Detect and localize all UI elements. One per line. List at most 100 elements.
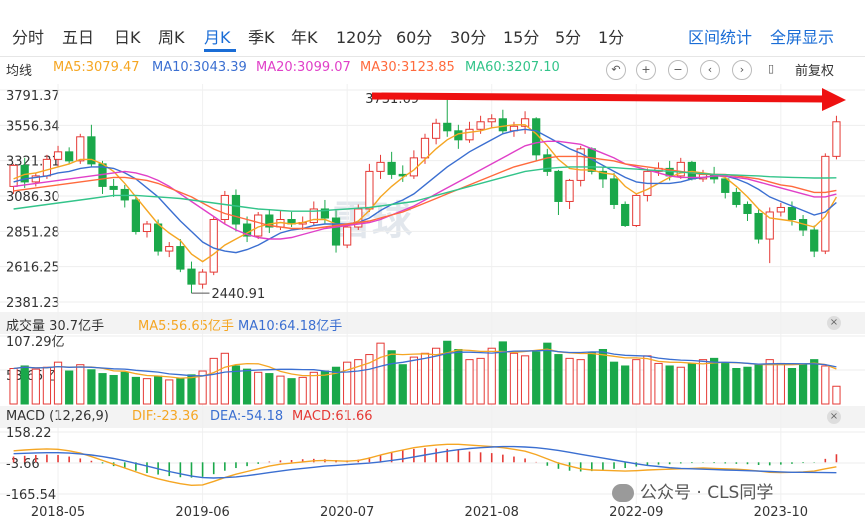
volume-bar — [331, 366, 341, 405]
red-arrow-head — [822, 88, 846, 111]
tab-15m[interactable]: 15分 — [503, 28, 540, 47]
volume-bar — [798, 364, 808, 405]
candle-body — [209, 218, 218, 273]
volume-bar — [609, 361, 619, 405]
volume-bar — [776, 362, 785, 405]
tab-monthly[interactable]: 月K — [204, 28, 231, 47]
volume-bar — [154, 375, 163, 405]
ma60-label: MA60:3207.10 — [465, 60, 560, 75]
volume-bar — [387, 350, 396, 405]
tab-60m[interactable]: 60分 — [396, 28, 433, 47]
tab-minute[interactable]: 分时 — [12, 28, 45, 47]
volume-bar — [643, 355, 652, 405]
ma5-line — [13, 124, 838, 263]
candle-style-icon[interactable]: ▯ — [767, 62, 775, 75]
volume-bar — [287, 378, 296, 405]
volume-bar — [676, 366, 685, 405]
volume-bar — [109, 374, 118, 405]
candle-body — [420, 137, 430, 159]
candle-body — [187, 268, 196, 285]
volume-bar — [231, 365, 241, 405]
tab-yearly[interactable]: 年K — [291, 28, 318, 47]
candle-body — [676, 161, 685, 177]
zoom-out-icon[interactable]: − — [668, 60, 688, 80]
volume-bar — [187, 374, 196, 405]
undo-icon[interactable]: ↶ — [606, 60, 626, 80]
volume-bar — [765, 359, 774, 405]
volume-bar — [98, 373, 107, 405]
tab-5m[interactable]: 5分 — [555, 28, 582, 47]
volume-bar — [832, 385, 841, 405]
volume-bar — [343, 361, 352, 405]
candle-body — [120, 188, 129, 201]
macd-tick-label: -165.54 — [6, 488, 56, 503]
zoom-in-icon[interactable]: + — [636, 60, 656, 80]
x-tick-label: 2020-07 — [320, 505, 374, 520]
ma20-line — [13, 140, 837, 240]
candle-body — [176, 246, 185, 270]
volume-bar — [376, 342, 385, 405]
candle-body — [142, 223, 152, 233]
tab-weekly[interactable]: 周K — [158, 28, 185, 47]
price-tick-label: 3791.37 — [6, 89, 60, 104]
candle-body — [621, 203, 630, 227]
volume-bar — [42, 366, 52, 405]
candle-body — [309, 208, 318, 224]
volume-bar — [131, 376, 140, 405]
tab-30m[interactable]: 30分 — [450, 28, 487, 47]
candle-body — [9, 164, 18, 187]
dif-label: DIF:-23.36 — [132, 409, 199, 424]
tab-daily[interactable]: 日K — [114, 28, 141, 47]
scroll-right-icon[interactable]: › — [732, 60, 752, 80]
volume-bar — [254, 371, 263, 405]
vol-ma10-label: MA10:64.18亿手 — [238, 319, 343, 334]
price-tick-label: 2851.28 — [6, 225, 60, 240]
volume-bar — [165, 379, 174, 405]
candle-body — [576, 148, 585, 181]
wechat-icon — [612, 484, 634, 502]
candle-body — [343, 226, 352, 246]
volume-bar — [142, 378, 152, 405]
candle-body — [365, 170, 374, 210]
volume-tick-label: 107.29亿 — [6, 335, 65, 350]
macd-legend-title: MACD (12,26,9) — [6, 409, 109, 424]
volume-bar — [732, 368, 741, 405]
candle-body — [565, 179, 574, 202]
price-tick-label: 2616.25 — [6, 261, 60, 276]
volume-bar — [576, 359, 585, 405]
volume-bar — [198, 370, 207, 405]
volume-bar — [220, 352, 229, 405]
candle-body — [743, 203, 752, 214]
tab-120m[interactable]: 120分 — [336, 28, 383, 47]
tab-5day[interactable]: 五日 — [62, 28, 95, 47]
close-volume-icon[interactable]: × — [827, 316, 841, 330]
candle-body — [331, 217, 341, 246]
volume-bar — [176, 378, 185, 405]
volume-bar — [509, 352, 519, 405]
volume-bar — [420, 352, 430, 405]
candle-body — [76, 136, 85, 162]
vol-ma5-line — [13, 348, 837, 379]
volume-bar — [309, 371, 318, 405]
price-tick-label: 3556.34 — [6, 119, 60, 134]
close-macd-icon[interactable]: × — [827, 410, 841, 424]
x-tick-label: 2018-05 — [31, 505, 85, 520]
adjust-mode-button[interactable]: 前复权 — [795, 64, 835, 79]
fullscreen-button[interactable]: 全屏显示 — [770, 28, 835, 47]
candle-body — [242, 223, 252, 237]
range-stats-button[interactable]: 区间统计 — [688, 28, 753, 47]
tab-1m[interactable]: 1分 — [598, 28, 625, 47]
candle-body — [721, 178, 730, 193]
candle-body — [598, 170, 608, 180]
scroll-left-icon[interactable]: ‹ — [700, 60, 720, 80]
tab-quarterly[interactable]: 季K — [248, 28, 275, 47]
candle-body — [154, 223, 163, 252]
volume-bar — [454, 348, 463, 405]
period-tabs: 分时 五日 日K 周K 月K 季K 年K 120分 60分 30分 15分 5分 1分 — [0, 0, 865, 57]
volume-bar — [621, 365, 630, 405]
volume-bar — [498, 341, 507, 405]
candle-body — [376, 161, 385, 172]
candle-body — [821, 155, 830, 252]
macd-tick-label: 158.22 — [6, 426, 52, 441]
